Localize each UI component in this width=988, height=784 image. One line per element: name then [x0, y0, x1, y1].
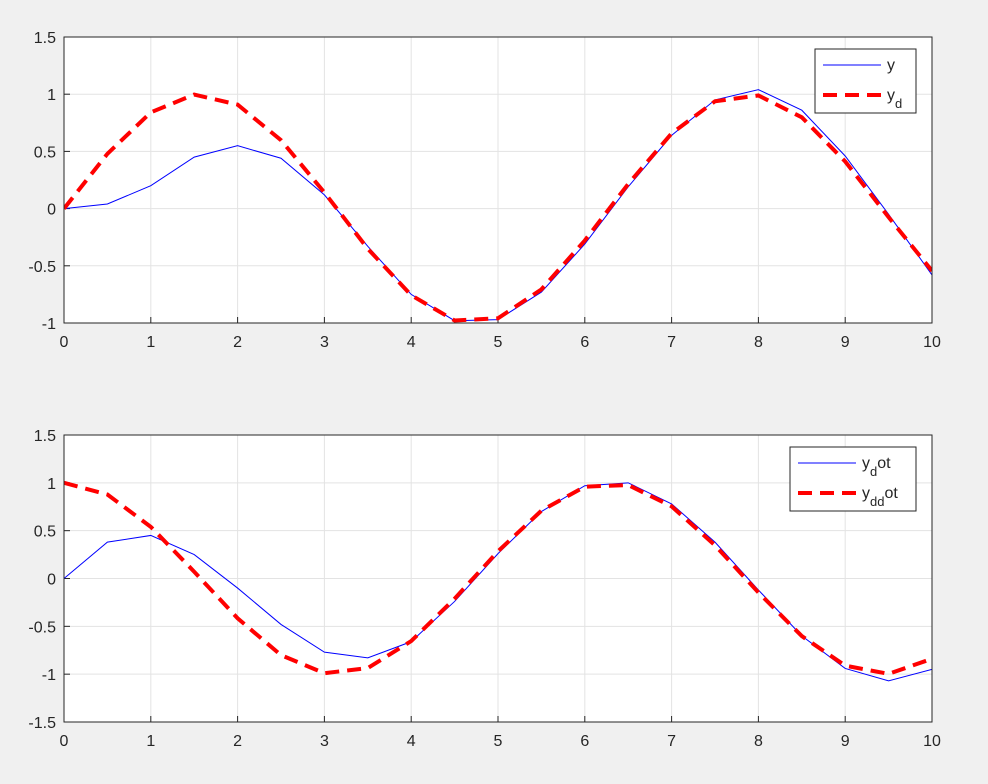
- x-tick-label: 0: [60, 334, 69, 351]
- legend-label: ydot: [862, 455, 891, 479]
- y-tick-label: 0.5: [34, 144, 56, 161]
- x-tick-label: 3: [320, 733, 329, 750]
- x-tick-label: 0: [60, 733, 69, 750]
- x-tick-label: 8: [754, 733, 763, 750]
- x-tick-label: 3: [320, 334, 329, 351]
- y-tick-label: -0.5: [28, 259, 56, 276]
- y-tick-label: 1: [47, 87, 56, 104]
- y-tick-label: 1.5: [34, 30, 56, 47]
- legend-label: yd: [887, 87, 902, 111]
- legend-label: y: [887, 57, 895, 74]
- x-tick-label: 2: [233, 334, 242, 351]
- legend-label: yddot: [862, 485, 898, 509]
- x-tick-label: 9: [841, 733, 850, 750]
- x-tick-label: 8: [754, 334, 763, 351]
- series-line: [64, 92, 932, 323]
- x-tick-label: 9: [841, 334, 850, 351]
- x-tick-label: 10: [923, 733, 941, 750]
- axes-box: [63, 434, 933, 723]
- axes-box: [63, 36, 933, 324]
- x-tick-label: 1: [146, 733, 155, 750]
- legend-box: [789, 446, 917, 512]
- x-tick-label: 6: [580, 733, 589, 750]
- y-tick-label: -1.5: [28, 715, 56, 732]
- x-tick-label: 1: [146, 334, 155, 351]
- x-tick-label: 7: [667, 334, 676, 351]
- x-tick-label: 5: [494, 733, 503, 750]
- y-tick-label: 1: [47, 476, 56, 493]
- y-tick-label: 1.5: [34, 428, 56, 445]
- series-line: [64, 480, 932, 676]
- x-tick-label: 2: [233, 733, 242, 750]
- x-tick-label: 7: [667, 733, 676, 750]
- y-tick-label: 0.5: [34, 524, 56, 541]
- x-tick-label: 6: [580, 334, 589, 351]
- y-tick-label: 0: [47, 202, 56, 219]
- y-tick-label: -0.5: [28, 619, 56, 636]
- x-tick-label: 5: [494, 334, 503, 351]
- x-tick-label: 4: [407, 733, 416, 750]
- y-tick-label: -1: [42, 667, 56, 684]
- legend-box: [814, 48, 917, 114]
- y-tick-label: -1: [42, 316, 56, 333]
- y-tick-label: 0: [47, 572, 56, 589]
- x-tick-label: 4: [407, 334, 416, 351]
- x-tick-label: 10: [923, 334, 941, 351]
